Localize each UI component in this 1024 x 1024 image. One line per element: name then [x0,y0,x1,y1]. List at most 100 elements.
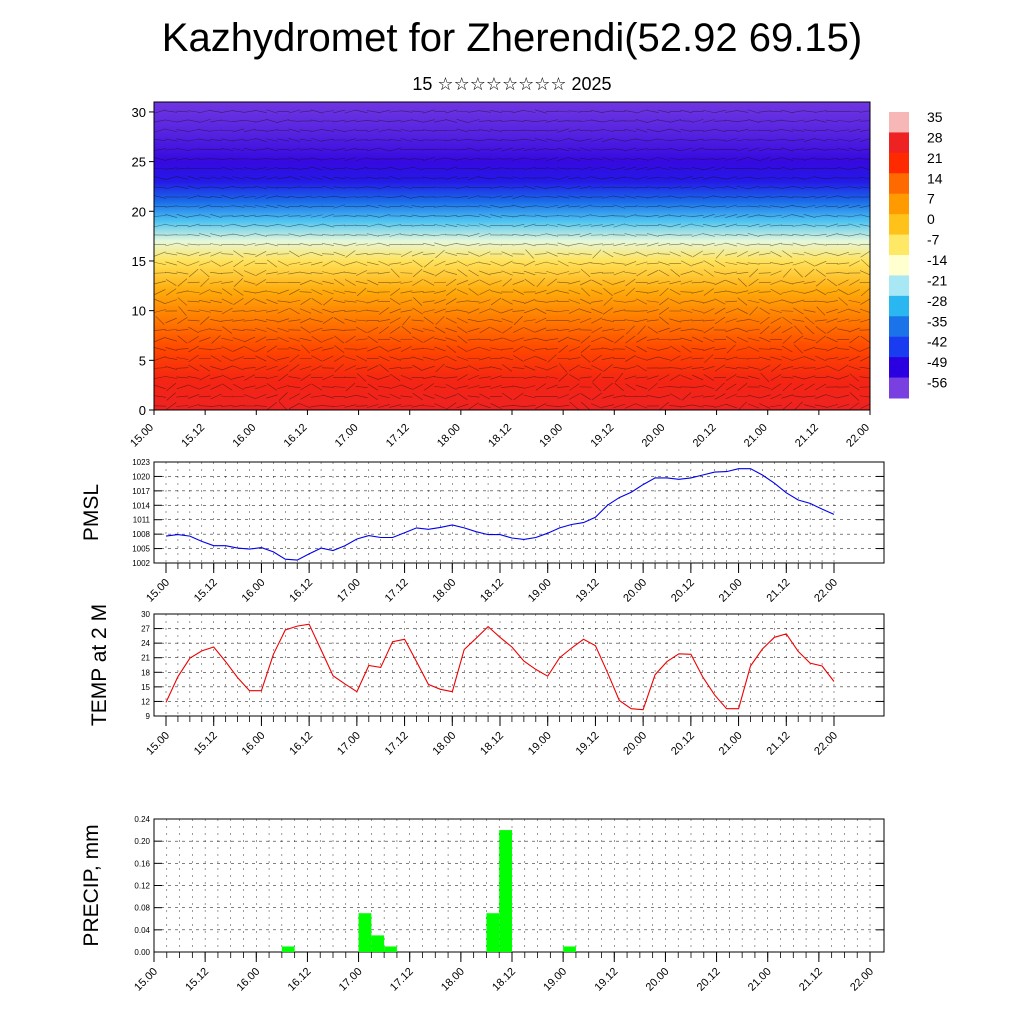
wind-barb [770,374,782,381]
wind-barb [770,299,782,304]
wind-barb [456,289,468,295]
wind-barb [366,176,379,180]
wind-barb [793,307,804,315]
wind-barb [591,392,602,401]
wind-barb [198,328,211,332]
wind-barb [446,278,457,287]
wind-barb [792,252,805,256]
wind-barb [367,392,378,401]
wind-barb [579,138,592,142]
wind-barb [243,110,256,113]
wind-barb [187,195,200,199]
wind-barb [758,384,771,390]
wind-barb [232,310,245,312]
wind-barb [646,186,659,189]
wind-barb [277,384,290,390]
wind-barb [478,356,491,361]
wind-barb [702,281,715,284]
wind-barb [210,328,222,332]
wind-barb [165,357,178,360]
wind-barb [299,214,312,218]
wind-barb [837,224,850,227]
wind-barb [659,402,669,410]
wind-barb [602,250,614,258]
wind-barb [479,308,491,314]
wind-barb [523,185,536,190]
wind-barb [669,223,682,228]
wind-barb [389,166,402,171]
x-tick-label: 19.00 [537,422,565,450]
wind-barb [691,328,704,332]
wind-barb [334,345,345,353]
wind-barb [478,385,491,389]
wind-barb [154,309,166,313]
wind-barb [456,300,469,303]
wind-barb [613,270,625,276]
wind-barb [423,383,434,391]
y-tick-label: 0.24 [134,815,150,824]
wind-barb [221,205,234,208]
wind-barb [355,319,368,322]
y-tick-label: 0 [139,403,146,418]
wind-barb [299,242,312,247]
wind-barb [422,242,435,247]
wind-barb [512,367,525,369]
wind-barb [602,157,614,161]
wind-barb [389,367,402,369]
wind-barb [344,272,357,274]
wind-barb [849,383,860,391]
wind-barb [266,271,278,275]
wind-barb [366,204,379,209]
wind-barb [579,366,592,370]
wind-barb [601,376,615,379]
wind-barb [456,243,469,246]
wind-barb [837,364,849,372]
wind-barb [445,195,458,199]
wind-barb [501,177,514,179]
wind-barb [221,374,233,381]
wind-barb [792,242,805,247]
wind-barb [669,147,682,152]
wind-barb [422,375,435,380]
wind-barb [267,402,277,410]
wind-barb [243,176,256,180]
wind-barb [411,158,424,160]
wind-barb [310,129,323,132]
wind-barb [366,128,379,133]
wind-barb [579,253,592,255]
wind-barb [300,317,312,324]
wind-barb [736,205,749,208]
wind-barb [613,158,626,160]
wind-barb [792,290,805,294]
wind-barb [288,393,300,400]
wind-barb [433,281,447,284]
wind-barb [535,327,547,333]
wind-barb [378,129,390,132]
wind-barb [702,158,715,160]
wind-barb [714,260,726,267]
wind-barb [669,243,682,246]
wind-barb [176,329,189,331]
wind-barb [333,186,346,189]
wind-barb [826,300,838,303]
x-tick-label: 20.00 [621,577,649,605]
wind-barb [165,224,178,227]
wind-barb [613,176,626,180]
wind-barb [221,260,233,267]
wind-barb [816,306,826,316]
wind-barb [366,147,379,152]
wind-barb [300,374,311,381]
wind-barb [221,138,234,142]
wind-barb [691,261,704,266]
wind-barb [624,261,637,266]
wind-barb [624,110,637,113]
wind-barb [624,252,637,256]
wind-barb [546,251,558,257]
wind-barb [232,395,245,398]
wind-barb [658,243,670,246]
wind-barb [445,214,458,218]
y-tick-label: 0.20 [134,837,150,846]
wind-barb [792,261,805,266]
wind-barb [333,157,346,161]
wind-barb [860,355,870,362]
